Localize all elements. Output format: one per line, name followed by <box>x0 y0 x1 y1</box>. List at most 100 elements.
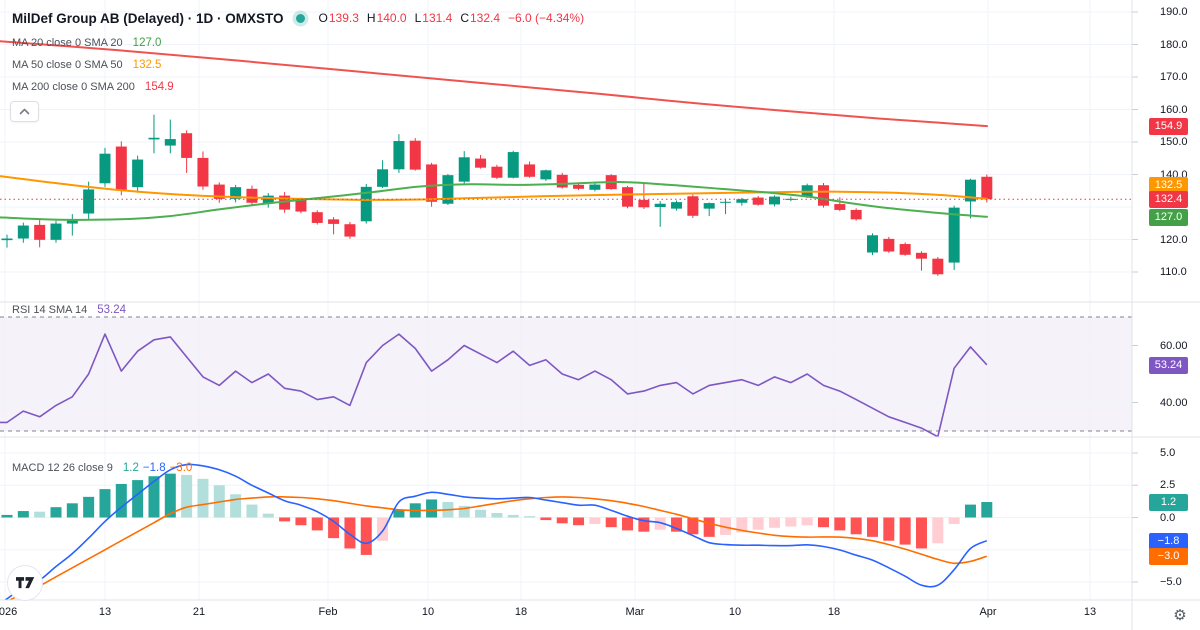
macd-histogram-bar <box>850 517 862 535</box>
macd-layer <box>1 463 993 600</box>
macd-histogram-bar <box>279 517 291 522</box>
macd-histogram-bar <box>866 517 878 537</box>
candle <box>703 202 715 217</box>
symbol-title[interactable]: MilDef Group AB (Delayed) · 1D · OMXSTO <box>12 10 284 26</box>
macd-histogram-bar <box>687 517 699 535</box>
ma-row-label: MA 20 close 0 SMA 20 <box>12 37 123 49</box>
ma-row[interactable]: MA 50 close 0 SMA 50 132.5 <box>12 59 161 74</box>
candle <box>181 130 193 173</box>
ma-row[interactable]: MA 20 close 0 SMA 20 127.0 <box>12 37 161 52</box>
candle <box>34 220 46 248</box>
candle <box>540 169 552 181</box>
candle <box>115 141 127 196</box>
rsi-line <box>0 333 988 437</box>
price-axis-tick-label: 2.5 <box>1160 479 1176 492</box>
macd-histogram-bar <box>17 511 29 518</box>
macd-histogram-bar <box>66 503 78 518</box>
macd-histogram-bar <box>981 502 993 518</box>
candle <box>132 155 144 193</box>
macd-row-label: MACD 12 26 close 9 <box>12 462 113 474</box>
candle <box>736 197 748 206</box>
macd-histogram-bar <box>377 517 389 541</box>
candle <box>197 151 209 190</box>
macd-row-value: −3.0 <box>169 462 193 474</box>
candle <box>17 222 29 243</box>
macd-row-value: −1.8 <box>142 462 166 474</box>
candle <box>246 185 258 206</box>
gear-icon[interactable]: ⚙ <box>1173 606 1187 624</box>
time-axis-tick-label: Mar <box>625 606 645 618</box>
macd-histogram-bar <box>295 517 307 526</box>
macd-legend-row[interactable]: MACD 12 26 close 9 1.2 −1.8 −3.0 <box>12 462 192 477</box>
macd-histogram-bar <box>540 517 552 521</box>
macd-histogram-bar <box>34 511 46 518</box>
macd-histogram-bar <box>883 517 895 541</box>
macd-histogram-bar <box>605 517 617 528</box>
price-axis-tick-label: 170.0 <box>1160 71 1188 83</box>
candle <box>720 198 732 215</box>
time-axis-tick-label: Feb <box>318 606 338 618</box>
time-axis-tick-label: 13 <box>98 606 112 618</box>
ma-row[interactable]: MA 200 close 0 SMA 200 154.9 <box>12 81 174 96</box>
macd-histogram-bar <box>164 473 176 518</box>
ma-row-value: 154.9 <box>144 81 174 93</box>
price-axis-tick-label: 120.0 <box>1160 233 1188 246</box>
macd-histogram-bar <box>230 494 242 518</box>
change-value: −6.0 (−4.34%) <box>508 11 585 25</box>
tradingview-logo[interactable] <box>7 565 43 601</box>
macd-histogram-bar <box>360 517 372 555</box>
macd-histogram-bar <box>344 517 356 549</box>
price-axis-tick-label: 190.0 <box>1160 6 1188 18</box>
macd-histogram-bar <box>589 517 601 524</box>
candle <box>524 161 536 178</box>
macd-histogram-bar <box>703 517 715 537</box>
price-axis-tick-label: 60.00 <box>1160 339 1188 352</box>
price-axis-badge: 127.0 <box>1149 208 1188 226</box>
price-axis-tick-label: 160.0 <box>1160 103 1188 116</box>
candle <box>1 234 13 248</box>
macd-line <box>3 463 988 600</box>
candle <box>66 214 78 236</box>
axis-tick-marks <box>1132 11 1138 583</box>
ma-row-label: MA 50 close 0 SMA 50 <box>12 59 123 71</box>
candle <box>866 233 878 256</box>
candle <box>148 114 160 154</box>
candle <box>99 147 111 187</box>
macd-histogram-bar <box>785 517 797 527</box>
macd-histogram-bar <box>328 517 340 539</box>
macd-signal-line <box>7 495 988 600</box>
tradingview-logo-icon <box>15 577 35 589</box>
candle <box>491 164 503 180</box>
candle <box>83 181 95 220</box>
collapse-pane-button[interactable] <box>10 101 39 122</box>
macd-histogram-bar <box>671 517 683 532</box>
macd-histogram-bar <box>769 517 781 528</box>
macd-histogram-bar <box>115 483 127 518</box>
macd-axis-badge: −1.8 <box>1149 532 1188 550</box>
candle <box>915 251 927 271</box>
time-axis-tick-label: 18 <box>827 606 841 618</box>
candle <box>262 193 274 208</box>
ma50-line <box>0 175 988 201</box>
macd-histogram-bar <box>311 517 323 531</box>
candle <box>328 217 340 235</box>
candle <box>458 151 470 184</box>
market-status-icon[interactable] <box>295 13 305 23</box>
candle <box>230 184 242 203</box>
macd-histogram-bar <box>524 516 536 518</box>
macd-histogram-bar <box>556 517 568 524</box>
time-axis-tick-label: 13 <box>1083 606 1097 618</box>
chevron-up-icon <box>19 108 30 115</box>
macd-histogram-bar <box>899 517 911 545</box>
time-axis-tick-label: 2026 <box>0 606 18 618</box>
macd-histogram-bar <box>507 514 519 518</box>
ma-row-label: MA 200 close 0 SMA 200 <box>12 81 135 93</box>
time-axis-tick-label: 10 <box>728 606 742 618</box>
macd-histogram-bar <box>99 489 111 518</box>
rsi-legend-row[interactable]: RSI 14 SMA 14 53.24 <box>12 304 126 319</box>
candle <box>687 194 699 219</box>
ohlc-l: L131.4 <box>414 11 453 25</box>
